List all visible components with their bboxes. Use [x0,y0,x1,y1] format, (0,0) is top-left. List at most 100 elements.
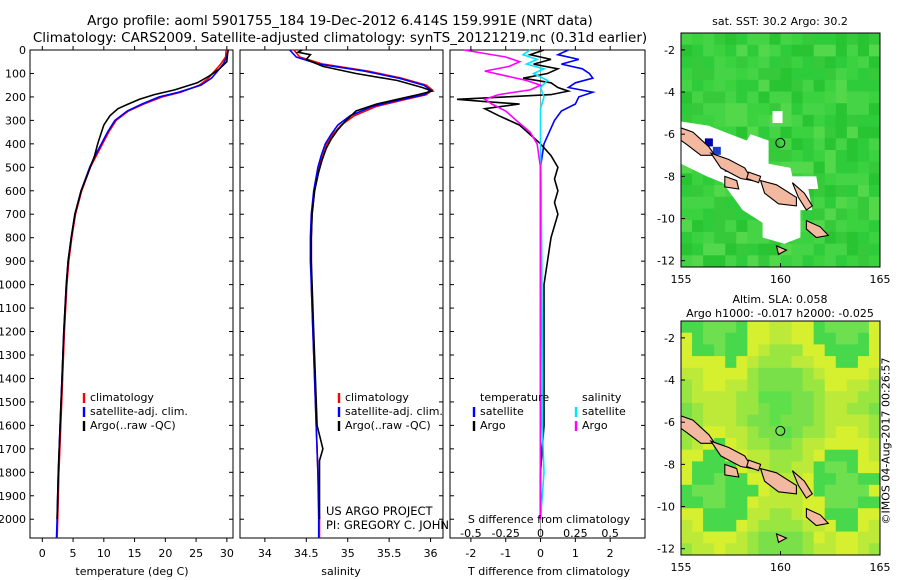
field-cell [769,138,782,151]
field-cell [692,91,704,104]
field-cell [714,367,726,381]
y-tick-label: -4 [664,86,675,99]
field-cell [857,196,870,210]
differences-series-s-argo [463,49,543,520]
field-cell [824,531,837,544]
island [759,179,797,207]
field-cell [780,367,793,381]
field-cell [846,103,859,116]
field-cell [802,473,815,486]
field-cell [824,508,837,521]
field-cell [736,379,748,392]
field-cell [703,44,715,57]
field-cell [692,79,704,93]
field-cell [703,332,715,345]
field-cell [692,519,704,533]
field-cell [868,414,880,427]
field-cell [857,438,870,451]
salinity-panel: 34 34.5 35 35.5 36 climatologysatellite-adj. … [239,46,474,578]
field-cell [703,208,715,221]
field-cell [769,33,782,46]
field-cell [747,543,759,555]
field-cell [846,231,859,245]
field-cell [736,33,748,46]
y-tick-label: -4 [664,374,675,387]
field-cell [769,484,782,498]
field-cell [802,367,815,381]
field-cell [692,196,704,210]
field-cell [747,426,759,439]
field-cell [714,103,726,116]
field-cell [835,449,848,462]
field-cell [703,185,715,198]
x-tick-label: 20 [158,547,172,560]
field-cell [846,356,859,369]
y-tick-label: 1900 [0,490,26,503]
figure-title-line1: Argo profile: aoml 5901755_184 19-Dec-20… [87,13,593,29]
field-cell [813,496,826,509]
field-cell [780,56,793,69]
field-cell [747,508,759,521]
field-cell [813,414,826,427]
field-cell [692,103,704,116]
field-cell [736,114,748,128]
island [724,463,740,478]
field-cell [780,543,793,555]
field-cell [835,138,848,151]
credit-line2: PI: GREGORY C. JOHNSON [326,518,474,532]
field-cell [714,344,726,357]
field-cell [703,220,715,233]
field-cell [736,356,748,369]
field-cell [714,33,726,46]
field-cell [813,484,826,498]
field-cell [714,473,726,486]
field-cell [714,231,726,245]
argo-position-marker [775,425,786,436]
field-cell [857,44,870,57]
x-tick-label-s: 0 [537,527,544,540]
x-axis-label-bottom: T difference from climatology [467,565,630,578]
field-cell [692,44,704,57]
field-cell [824,33,837,46]
field-cell [835,196,848,210]
field-cell [802,426,815,439]
field-cell [813,391,826,404]
field-cell [747,33,759,46]
field-cell [835,231,848,245]
field-cell [791,79,804,93]
field-cell [747,103,759,116]
field-cell [813,44,826,57]
field-cell [868,449,880,462]
field-cell [736,531,748,544]
sst_map-field [681,33,880,267]
field-cell [835,496,848,509]
field-cell [824,173,837,186]
x-tick-label: 36 [424,547,438,560]
field-cell [857,531,870,544]
field-cell [747,231,759,245]
field-cell [769,344,782,357]
field-cell [857,449,870,462]
field-cell [714,243,726,256]
field-cell [857,185,870,198]
field-cell [758,484,771,498]
field-cell [846,79,859,93]
field-cell [769,91,782,104]
field-cell [802,321,815,334]
field-cell [824,161,837,174]
field-cell [791,414,804,427]
field-cell [714,543,726,555]
field-cell [846,519,859,533]
field-cell [681,79,693,93]
field-cell [758,461,771,474]
field-cell [758,44,771,57]
field-cell [802,461,815,474]
field-cell [791,44,804,57]
field-cell [824,473,837,486]
field-cell [703,321,715,334]
field-cell [813,173,826,186]
field-cell [780,519,793,533]
field-cell [791,391,804,404]
field-cell [703,379,715,392]
